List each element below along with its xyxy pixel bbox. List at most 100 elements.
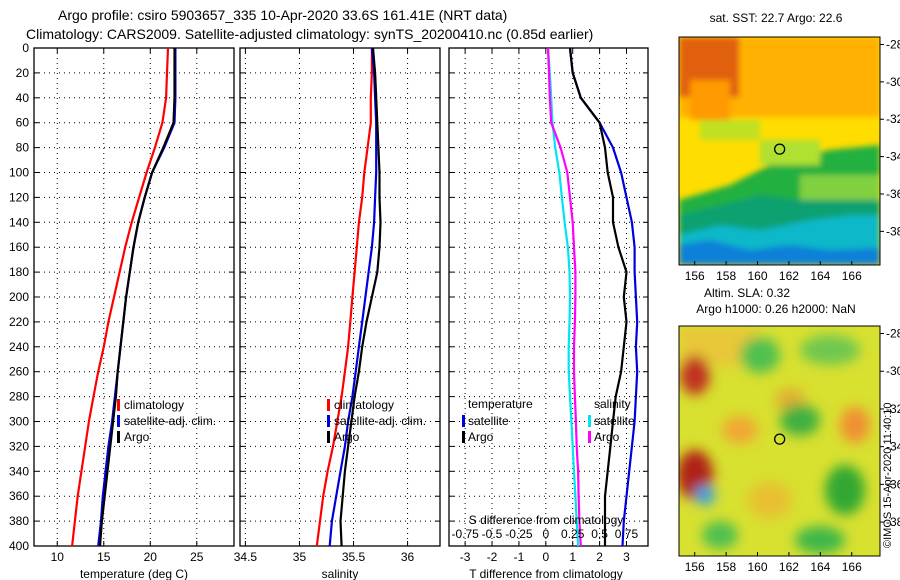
depth-tick-label: 0 (22, 41, 29, 55)
legend-satellite-swatch (327, 415, 330, 427)
legend-satellite-swatch (117, 415, 120, 427)
temperature-grid (34, 47, 234, 547)
map-x-tick-label: 158 (716, 560, 736, 574)
sst-map-ticks: 156 158 160 162 164 166 -28 -30 -32 -34 -36 -38 (685, 37, 900, 283)
depth-tick-label: 400 (9, 539, 29, 553)
x-tick-label: -3 (460, 550, 471, 564)
salinity-grid (240, 47, 440, 547)
x-tick-label: 1 (569, 550, 576, 564)
sla-map-image (679, 326, 880, 556)
depth-tick-label: 120 (9, 190, 29, 204)
depth-tick-label: 140 (9, 215, 29, 229)
s-difference-tick-labels: -0.75 -0.5 -0.25 0 0.25 0.5 0.75 (451, 527, 638, 541)
figure-title-line2: Climatology: CARS2009. Satellite-adjuste… (26, 26, 593, 42)
x-tick-label: 20 (144, 550, 158, 564)
s-tick-label: -0.5 (482, 527, 503, 541)
legend-t-argo-swatch (462, 431, 465, 443)
map-x-tick-label: 164 (810, 269, 830, 283)
map-y-tick-label: -28 (886, 37, 900, 51)
s-tick-label: 0.5 (591, 527, 608, 541)
map-y-tick-label: -30 (886, 364, 900, 378)
sla-map-frame (678, 325, 881, 557)
x-tick-label: 35 (293, 550, 307, 564)
legend-argo-swatch (117, 431, 120, 443)
map-y-tick-label: -36 (886, 477, 900, 491)
s-tick-label: -0.25 (505, 527, 533, 541)
x-tick-label: 35.5 (342, 550, 366, 564)
sst-map-title: sat. SST: 22.7 Argo: 22.6 (710, 11, 843, 25)
map-x-tick-label: 164 (810, 560, 830, 574)
depth-tick-label: 60 (16, 116, 30, 130)
t-difference-axis-label: T difference from climatology (469, 567, 623, 580)
legend-t-satellite-label: satellite (468, 414, 509, 428)
depth-tick-label: 260 (9, 365, 29, 379)
map-x-tick-label: 160 (748, 560, 768, 574)
argo-float-marker (774, 143, 786, 155)
legend-climatology-label: climatology (334, 398, 394, 412)
legend-s-satellite-swatch (588, 415, 591, 427)
depth-tick-label: 160 (9, 240, 29, 254)
map-y-tick-label: -38 (886, 224, 900, 238)
s-tick-label: 0 (542, 527, 549, 541)
legend-climatology-swatch (117, 399, 120, 411)
depth-tick-label: 300 (9, 415, 29, 429)
difference-legend-temperature: temperature satellite Argo (462, 397, 533, 444)
difference-axes-frame (448, 47, 649, 547)
x-tick-label: 3 (623, 550, 630, 564)
temperature-series (71, 47, 177, 547)
argo-float-marker (774, 433, 786, 445)
legend-t-argo-label: Argo (468, 430, 494, 444)
depth-tick-label: 220 (9, 315, 29, 329)
legend-argo-swatch (327, 431, 330, 443)
map-x-tick-label: 162 (779, 269, 799, 283)
map-y-tick-label: -34 (886, 150, 900, 164)
x-tick-label: -2 (487, 550, 498, 564)
map-x-tick-label: 156 (685, 269, 705, 283)
series-line-argo (339, 47, 382, 547)
map-x-tick-label: 162 (779, 560, 799, 574)
sst-map-panel: sat. SST: 22.7 Argo: 22.6 156 158 160 162 16… (678, 11, 900, 283)
depth-tick-label: 180 (9, 265, 29, 279)
series-line-s-argo (568, 47, 628, 546)
depth-tick-label: 360 (9, 489, 29, 503)
depth-tick-label: 100 (9, 166, 29, 180)
depth-tick-labels: 0 20 40 60 80 100 120 140 160 180 200 220 240 260 280 3… (9, 41, 29, 553)
sst-map-frame (678, 36, 881, 266)
legend-t-satellite-swatch (462, 415, 465, 427)
x-tick-label: 15 (97, 550, 111, 564)
legend-s-argo-label: Argo (594, 430, 620, 444)
map-y-tick-label: -32 (886, 112, 900, 126)
legend-argo-label: Argo (334, 430, 360, 444)
legend-argo-label: Argo (124, 430, 150, 444)
x-tick-label: 2 (596, 550, 603, 564)
x-tick-label: 0 (542, 550, 549, 564)
legend-s-argo-swatch (588, 431, 591, 443)
map-y-tick-label: -34 (886, 440, 900, 454)
series-line-satellite-adj-clim- (328, 47, 378, 547)
x-tick-label: 34.5 (234, 550, 258, 564)
salinity-panel: 34.5 35 35.5 36 salinity climatology satell… (234, 47, 441, 580)
map-x-tick-label: 158 (716, 269, 736, 283)
sst-map-image (679, 37, 880, 265)
temperature-tick-labels: 10 15 20 25 (51, 550, 204, 564)
map-x-tick-label: 166 (842, 560, 862, 574)
salinity-tick-labels: 34.5 35 35.5 36 (234, 550, 415, 564)
s-difference-axis-label: S difference from climatology (469, 513, 624, 527)
temperature-legend: climatology satellite-adj. clim. Argo (117, 398, 216, 444)
t-difference-tick-labels: -3 -2 -1 0 1 2 3 (460, 550, 630, 564)
map-y-tick-label: -36 (886, 187, 900, 201)
legend-satellite-label: satellite-adj. clim. (334, 414, 426, 428)
map-y-tick-label: -30 (886, 75, 900, 89)
map-y-tick-label: -32 (886, 402, 900, 416)
legend-climatology-swatch (327, 399, 330, 411)
x-tick-label: -1 (514, 550, 525, 564)
temperature-axis-label: temperature (deg C) (80, 567, 188, 580)
salinity-axis-label: salinity (322, 567, 359, 580)
series-line-t-argo (568, 47, 639, 547)
temperature-panel: 0 20 40 60 80 100 120 140 160 180 200 220 240 260 280 3… (9, 41, 235, 580)
map-y-tick-label: -28 (886, 327, 900, 341)
map-x-tick-label: 156 (685, 560, 705, 574)
depth-tick-label: 320 (9, 439, 29, 453)
imos-credit: ©IMOS 15-Apr-2020 11:40:10 (882, 403, 894, 548)
depth-tick-label: 280 (9, 390, 29, 404)
